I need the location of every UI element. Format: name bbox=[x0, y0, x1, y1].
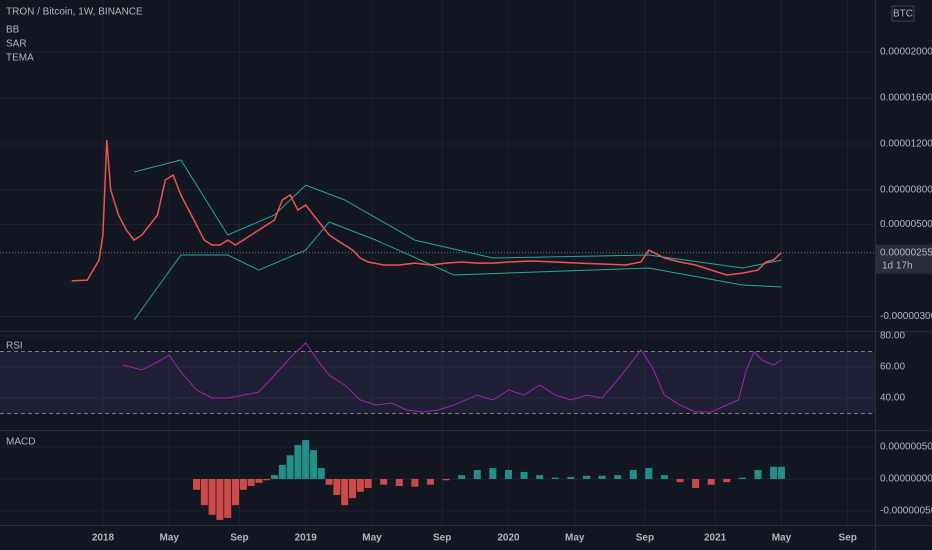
bb-lower bbox=[133, 221, 782, 321]
histogram-bar bbox=[707, 478, 715, 485]
x-tick-label: May bbox=[362, 533, 382, 544]
histogram-bar bbox=[551, 477, 559, 479]
level-band bbox=[0, 351, 875, 414]
histogram-bar bbox=[333, 478, 341, 495]
x-tick-label: May bbox=[160, 533, 180, 544]
histogram-bar bbox=[567, 477, 575, 479]
histogram-bar bbox=[582, 475, 590, 479]
y-tick-label: 0.00000050 bbox=[880, 442, 932, 453]
histogram-bar bbox=[224, 478, 232, 518]
histogram-bar bbox=[286, 455, 294, 479]
histogram-bar bbox=[660, 475, 668, 479]
pane-title: MACD bbox=[6, 437, 35, 448]
histogram-bar bbox=[777, 466, 785, 479]
chart-title: TRON / Bitcoin, 1W, BINANCE bbox=[6, 7, 143, 18]
price-tag bbox=[876, 244, 932, 274]
histogram-bar bbox=[317, 468, 325, 479]
histogram-bar bbox=[692, 478, 700, 488]
histogram-bar bbox=[536, 475, 544, 479]
histogram-bar bbox=[504, 470, 512, 479]
histogram-bar bbox=[348, 478, 356, 499]
y-tick-label: 0.00001600 bbox=[880, 93, 932, 104]
y-tick-label: 0.00001200 bbox=[880, 139, 932, 150]
price-line bbox=[71, 139, 782, 282]
x-tick-label: May bbox=[772, 533, 792, 544]
unit-box bbox=[891, 5, 915, 22]
histogram-bar bbox=[232, 478, 240, 506]
pane-title: RSI bbox=[6, 341, 23, 352]
histogram-bar bbox=[489, 468, 497, 479]
price-tag-label: 0.00000255 bbox=[880, 247, 932, 258]
histogram-bar bbox=[520, 471, 528, 479]
histogram-bar bbox=[380, 478, 388, 485]
histogram-bar bbox=[676, 478, 684, 483]
histogram-bar bbox=[442, 478, 450, 481]
histogram-bar bbox=[255, 478, 263, 483]
x-tick-label: Sep bbox=[636, 533, 654, 544]
histogram-bar bbox=[458, 475, 466, 479]
y-tick-label: 80.00 bbox=[880, 331, 905, 342]
histogram-bar bbox=[325, 478, 333, 485]
legend-entry: BB bbox=[6, 25, 20, 36]
histogram-bar bbox=[200, 478, 208, 506]
unit-label: BTC bbox=[893, 9, 913, 20]
histogram-bar bbox=[395, 478, 403, 486]
x-tick-label: Sep bbox=[839, 533, 857, 544]
histogram-bar bbox=[629, 470, 637, 479]
y-tick-label: -0.00000300 bbox=[880, 311, 932, 322]
histogram-bar bbox=[426, 478, 434, 485]
histogram-bar bbox=[271, 475, 279, 479]
histogram-bar bbox=[239, 478, 247, 490]
histogram-bar bbox=[770, 466, 778, 479]
histogram-bar bbox=[614, 475, 622, 479]
y-tick-label: 0.00000800 bbox=[880, 185, 932, 196]
x-tick-label: 2019 bbox=[295, 533, 318, 544]
histogram-bar bbox=[193, 478, 201, 490]
y-tick-label: 0.00002000 bbox=[880, 47, 932, 58]
x-tick-label: May bbox=[565, 533, 585, 544]
histogram-bar bbox=[247, 478, 255, 486]
histogram-bar bbox=[208, 478, 216, 515]
histogram-bar bbox=[754, 470, 762, 479]
marks bbox=[0, 139, 875, 520]
histogram-bar bbox=[411, 478, 419, 487]
histogram-bar bbox=[302, 439, 310, 479]
x-tick-label: Sep bbox=[230, 533, 248, 544]
histogram-bar bbox=[216, 478, 224, 520]
histogram-bar bbox=[738, 477, 746, 479]
x-tick-label: 2018 bbox=[92, 533, 115, 544]
legend-entry: SAR bbox=[6, 39, 27, 50]
y-tick-label: 0.00000500 bbox=[880, 219, 932, 230]
histogram-bar bbox=[341, 478, 349, 506]
y-tick-label: 60.00 bbox=[880, 362, 905, 373]
y-tick-label: 0.00000000 bbox=[880, 474, 932, 485]
histogram-bar bbox=[598, 475, 606, 479]
histogram-bar bbox=[294, 445, 302, 479]
histogram-bar bbox=[310, 450, 318, 479]
histogram-bar bbox=[278, 464, 286, 479]
x-tick-label: 2020 bbox=[497, 533, 520, 544]
rsi-line bbox=[122, 342, 782, 413]
y-tick-label: -0.00000050 bbox=[880, 506, 932, 517]
bb-upper bbox=[133, 159, 782, 269]
x-tick-label: 2021 bbox=[704, 533, 727, 544]
y-tick-label: 40.00 bbox=[880, 393, 905, 404]
histogram-bar bbox=[645, 468, 653, 479]
x-tick-label: Sep bbox=[433, 533, 451, 544]
histogram-bar bbox=[364, 478, 372, 488]
histogram-bar bbox=[473, 470, 481, 479]
histogram-bar bbox=[723, 478, 731, 483]
histogram-bar bbox=[263, 478, 271, 481]
histogram-bar bbox=[356, 478, 364, 492]
countdown-label: 1d 17h bbox=[882, 260, 913, 271]
legend-entry: TEMA bbox=[6, 53, 34, 64]
